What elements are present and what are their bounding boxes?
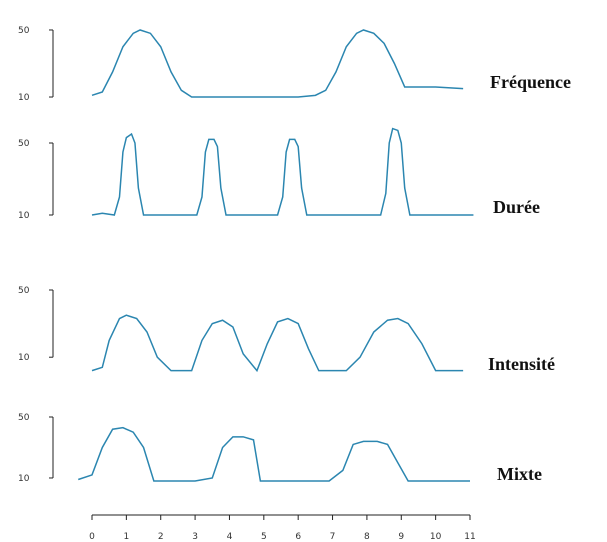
panel-label: Mixte xyxy=(497,464,542,484)
x-tick-label: 3 xyxy=(192,532,198,542)
y-tick-label: 50 xyxy=(18,286,30,296)
x-tick-label: 8 xyxy=(364,532,370,542)
x-tick-label: 5 xyxy=(261,532,267,542)
panel-label: Intensité xyxy=(488,354,555,374)
series-line xyxy=(91,314,464,373)
x-tick-label: 2 xyxy=(158,532,164,542)
x-tick-label: 4 xyxy=(227,532,233,542)
x-tick-label: 10 xyxy=(430,532,442,542)
y-tick-label: 50 xyxy=(18,413,30,423)
y-tick-label: 50 xyxy=(18,139,30,149)
y-tick-label: 10 xyxy=(18,474,30,484)
x-tick-label: 0 xyxy=(89,532,95,542)
panel-label: Fréquence xyxy=(490,72,571,92)
x-tick-label: 7 xyxy=(330,532,336,542)
series-line xyxy=(91,127,474,216)
y-tick-label: 10 xyxy=(18,93,30,103)
x-tick-label: 11 xyxy=(464,532,475,542)
series-line xyxy=(91,29,464,98)
x-tick-label: 6 xyxy=(295,532,301,542)
x-tick-label: 9 xyxy=(398,532,404,542)
y-tick-label: 50 xyxy=(18,26,30,36)
series-line xyxy=(78,426,470,482)
y-tick-label: 10 xyxy=(18,353,30,363)
panel-label: Durée xyxy=(493,197,540,217)
x-tick-label: 1 xyxy=(123,532,129,542)
y-tick-label: 10 xyxy=(18,211,30,221)
